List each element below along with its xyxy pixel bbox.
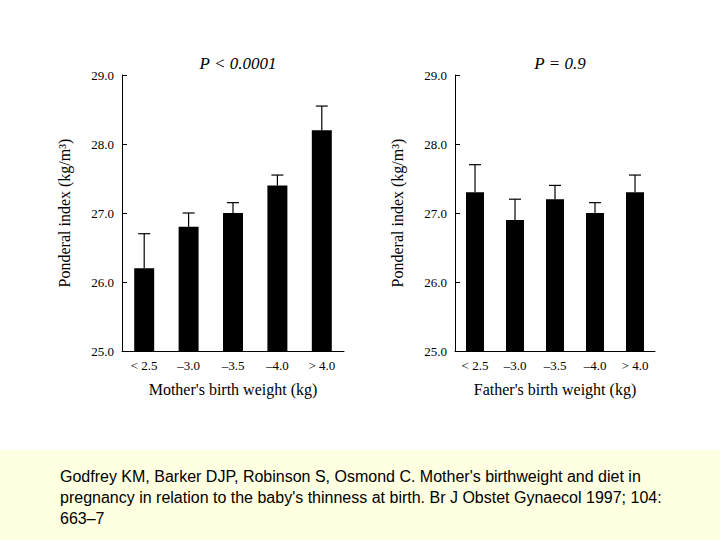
svg-text:28.0: 28.0 bbox=[91, 137, 114, 152]
svg-text:–3.0: –3.0 bbox=[176, 358, 200, 373]
svg-text:–3.0: –3.0 bbox=[503, 358, 527, 373]
svg-text:26.0: 26.0 bbox=[424, 275, 447, 290]
svg-text:28.0: 28.0 bbox=[424, 137, 447, 152]
svg-text:Father's birth weight (kg): Father's birth weight (kg) bbox=[474, 381, 636, 399]
svg-text:Mother's birth weight (kg): Mother's birth weight (kg) bbox=[149, 381, 318, 399]
svg-text:27.0: 27.0 bbox=[91, 206, 114, 221]
svg-text:29.0: 29.0 bbox=[424, 68, 447, 83]
svg-text:25.0: 25.0 bbox=[424, 344, 447, 359]
svg-text:P = 0.9: P = 0.9 bbox=[533, 54, 586, 73]
svg-text:Ponderal index (kg/m³): Ponderal index (kg/m³) bbox=[56, 139, 74, 288]
svg-text:P < 0.0001: P < 0.0001 bbox=[199, 54, 277, 73]
svg-text:> 4.0: > 4.0 bbox=[308, 358, 335, 373]
svg-text:25.0: 25.0 bbox=[91, 344, 114, 359]
svg-text:> 4.0: > 4.0 bbox=[622, 358, 649, 373]
svg-text:29.0: 29.0 bbox=[91, 68, 114, 83]
svg-text:–3.5: –3.5 bbox=[221, 358, 245, 373]
svg-text:26.0: 26.0 bbox=[91, 275, 114, 290]
svg-text:< 2.5: < 2.5 bbox=[462, 358, 489, 373]
svg-text:–3.5: –3.5 bbox=[543, 358, 567, 373]
html-text:Godfrey KM, Barker DJP, Robins: Godfrey KM, Barker DJP, Robinson S, Osmo… bbox=[60, 468, 662, 527]
svg-text:< 2.5: < 2.5 bbox=[131, 358, 158, 373]
svg-text:27.0: 27.0 bbox=[424, 206, 447, 221]
svg-text:Ponderal index (kg/m³): Ponderal index (kg/m³) bbox=[389, 139, 407, 288]
svg-text:–4.0: –4.0 bbox=[583, 358, 607, 373]
svg-text:–4.0: –4.0 bbox=[265, 358, 289, 373]
